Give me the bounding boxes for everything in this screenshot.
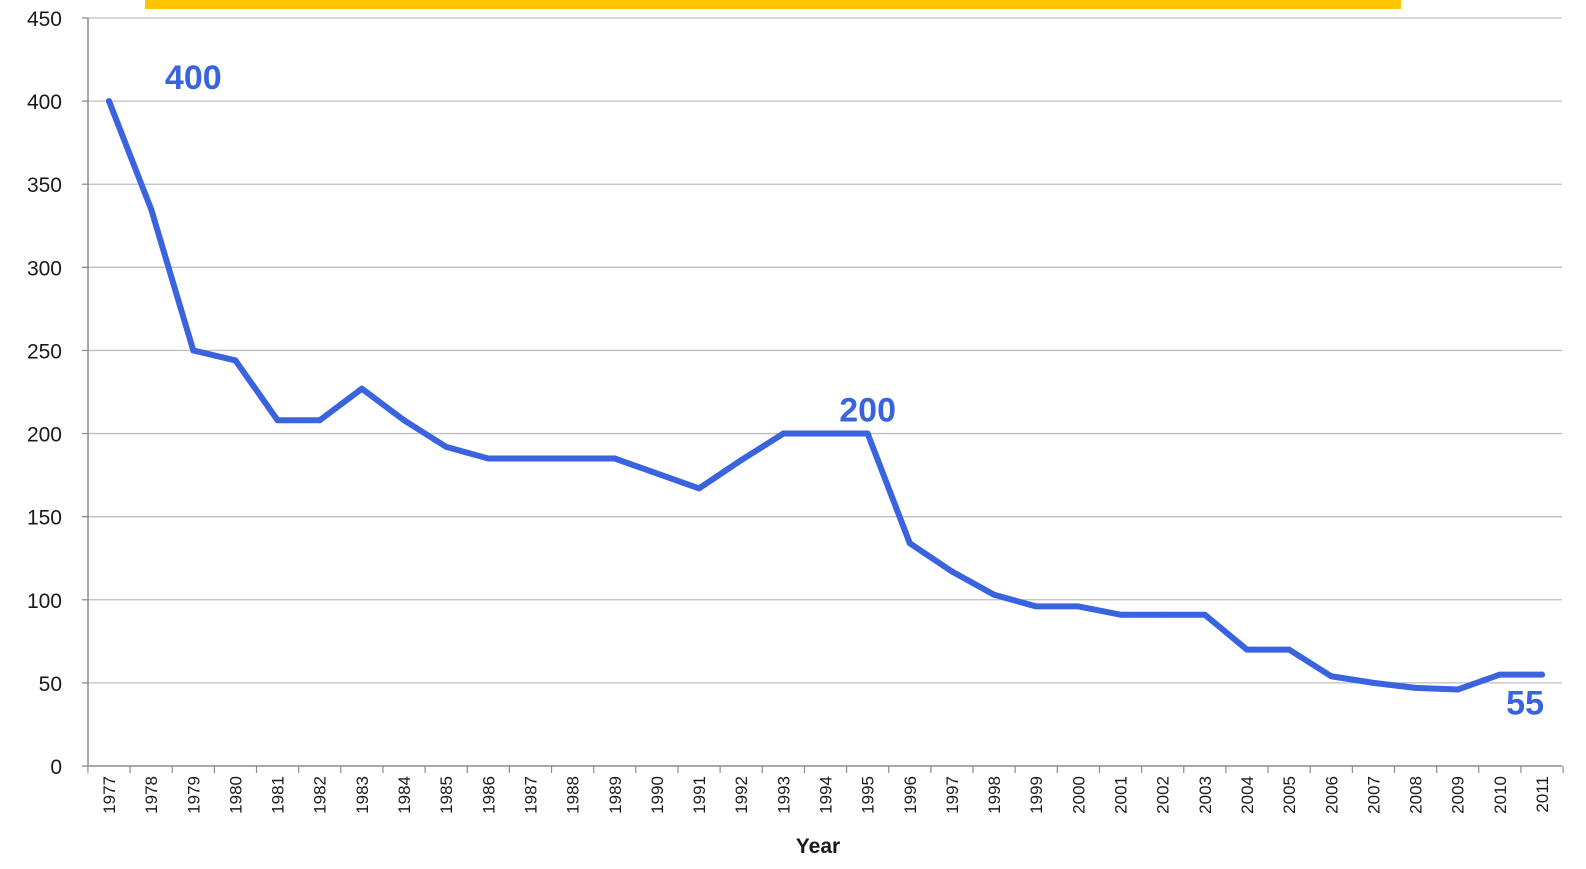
x-tick-label: 1978	[142, 776, 161, 814]
x-tick-label: 1995	[859, 776, 878, 814]
y-tick-label: 0	[50, 756, 62, 779]
x-tick-label: 1999	[1027, 776, 1046, 814]
top-highlight-bar	[145, 0, 1401, 9]
y-tick-label: 400	[27, 91, 62, 114]
data-point	[1033, 603, 1040, 610]
data-point	[148, 206, 155, 213]
x-tick-label: 2008	[1407, 776, 1426, 814]
x-tick-label: 1987	[521, 776, 540, 814]
y-tick-label: 200	[27, 424, 62, 447]
x-tick-label: 1982	[311, 776, 330, 814]
y-tick-label: 100	[27, 590, 62, 613]
data-point	[106, 98, 112, 105]
data-point	[653, 470, 660, 477]
data-point	[1496, 671, 1503, 678]
data-point	[1412, 684, 1419, 691]
x-tick-label: 1992	[732, 776, 751, 814]
series-line	[106, 98, 1545, 693]
x-tick-label: 1991	[690, 776, 709, 814]
x-tick-label: 1984	[395, 776, 414, 814]
data-annotations: 400 200 55	[165, 59, 1544, 722]
data-label: 55	[1506, 685, 1544, 723]
y-tick-label: 250	[27, 340, 62, 363]
data-point	[401, 417, 408, 424]
data-point	[1201, 611, 1208, 618]
x-tick-label: 1996	[901, 776, 920, 814]
data-point	[948, 568, 955, 575]
data-point	[232, 357, 239, 364]
x-tick-label: 2011	[1533, 776, 1552, 813]
data-point	[991, 591, 998, 598]
x-tick-label: 1981	[269, 776, 288, 814]
x-tick-labels: 1977 1978 1979 1980 1981 1982 1983 1984 1985 1986…	[100, 776, 1552, 814]
x-tick-label: 1990	[648, 776, 667, 814]
x-tick-label: 1994	[817, 776, 836, 814]
data-point	[1454, 686, 1461, 693]
data-point	[780, 430, 787, 437]
series-lines	[106, 98, 1545, 693]
x-tick-label: 1997	[943, 776, 962, 814]
data-point	[906, 540, 913, 547]
data-point	[358, 385, 365, 392]
data-point	[822, 430, 829, 437]
data-point	[485, 455, 492, 462]
data-point	[527, 455, 534, 462]
data-point	[1117, 611, 1124, 618]
y-tick-label: 300	[27, 257, 62, 280]
data-label: 400	[165, 59, 222, 97]
data-point	[738, 457, 745, 464]
data-label: 200	[839, 392, 896, 430]
data-point	[1286, 646, 1293, 653]
x-tick-label: 1983	[353, 776, 372, 814]
x-tick-label: 2001	[1112, 776, 1131, 814]
data-point	[1370, 679, 1377, 686]
data-point	[1243, 646, 1250, 653]
y-tick-label: 450	[27, 8, 62, 31]
data-point	[1075, 603, 1082, 610]
data-point	[443, 443, 450, 450]
data-point	[1539, 671, 1545, 678]
x-axis-title: Year	[796, 835, 840, 858]
x-tick-label: 2010	[1491, 776, 1510, 814]
axes	[82, 17, 1564, 773]
y-tick-label: 150	[27, 507, 62, 530]
data-point	[274, 417, 281, 424]
x-tick-label: 2004	[1238, 776, 1257, 814]
x-tick-label: 2005	[1280, 776, 1299, 814]
x-tick-label: 2006	[1322, 776, 1341, 814]
data-point	[1328, 673, 1335, 680]
x-tick-label: 1986	[479, 776, 498, 814]
y-tick-label: 350	[27, 174, 62, 197]
x-tick-label: 1989	[606, 776, 625, 814]
data-point	[696, 485, 703, 492]
grid-lines	[88, 17, 1562, 684]
data-point	[611, 455, 618, 462]
data-point	[190, 347, 197, 354]
x-tick-label: 2000	[1069, 776, 1088, 814]
data-point	[316, 417, 323, 424]
x-tick-label: 1985	[437, 776, 456, 814]
x-tick-label: 1988	[564, 776, 583, 814]
x-tick-label: 1979	[184, 776, 203, 814]
x-tick-label: 2007	[1364, 776, 1383, 814]
x-tick-label: 1993	[774, 776, 793, 814]
data-point	[1159, 611, 1166, 618]
data-point	[569, 455, 576, 462]
y-tick-labels: 0 50 100 150 200 250 300 350 400 450	[27, 8, 62, 779]
x-tick-label: 1998	[985, 776, 1004, 814]
x-tick-label: 2009	[1449, 776, 1468, 814]
x-tick-label: 1980	[226, 776, 245, 814]
y-tick-label: 50	[39, 673, 62, 696]
x-tick-label: 2003	[1196, 776, 1215, 814]
data-point	[864, 430, 871, 437]
x-tick-label: 1977	[100, 776, 119, 814]
x-tick-label: 2002	[1154, 776, 1173, 814]
